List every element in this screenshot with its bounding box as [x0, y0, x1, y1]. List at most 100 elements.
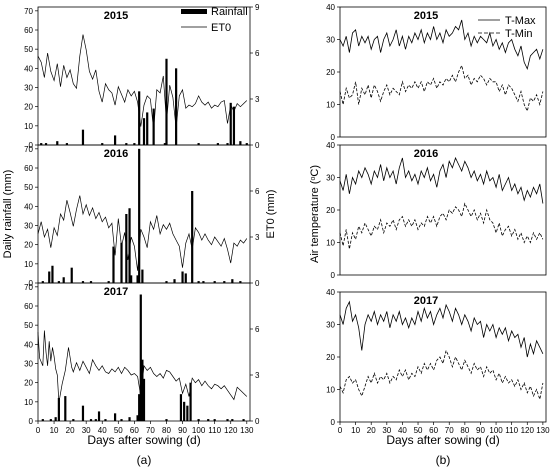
ylabel-right-a: ET0 (mm): [265, 190, 277, 239]
x-tick-label: 60: [130, 426, 139, 435]
rainfall-bar: [226, 419, 229, 421]
rainfall-bar: [81, 129, 85, 145]
x-tick-label: 130: [240, 426, 254, 435]
y-right-tick-label: 0: [255, 141, 260, 150]
y-left-tick-label: 60: [24, 302, 33, 311]
rainfall-bar: [62, 277, 65, 283]
y-left-tick-label: 10: [24, 398, 33, 407]
y-left-tick-label: 0: [29, 279, 34, 288]
rainfall-bar: [107, 281, 110, 283]
x-tick-label: 70: [445, 426, 454, 435]
panel-label-b: (b): [436, 453, 451, 467]
y-tick-label: 40: [326, 3, 335, 12]
rainfall-bar: [133, 143, 136, 145]
y-left-tick-label: 40: [24, 64, 33, 73]
rainfall-bar: [136, 275, 139, 283]
rainfall-bar: [231, 419, 234, 421]
rainfall-bar: [165, 419, 168, 421]
plot-frame-b-2017: [339, 291, 547, 423]
plot-frame-a-2016: [37, 144, 251, 284]
rainfall-bar: [202, 281, 205, 283]
subplot-year-label: 2015: [414, 10, 438, 22]
rainfall-bar: [165, 281, 168, 283]
legend-rainfall-label: Rainfall: [211, 6, 248, 18]
y-left-tick-label: 60: [24, 26, 33, 35]
x-tick-label: 90: [476, 426, 485, 435]
rainfall-bar: [189, 382, 192, 421]
rainfall-bar: [130, 275, 133, 283]
x-tick-label: 110: [505, 426, 518, 435]
legend-rainfall-swatch: [181, 9, 207, 14]
y-right-tick-label: 0: [255, 279, 260, 288]
ylabel-b: Air temperature (oC): [309, 165, 321, 263]
rainfall-bar: [239, 281, 242, 283]
rainfall-bar: [197, 419, 200, 421]
rainfall-bar: [207, 419, 210, 421]
rainfall-bar: [141, 269, 144, 283]
rainfall-bar: [163, 143, 166, 145]
y-left-tick-label: 20: [24, 103, 33, 112]
rainfall-bar: [57, 398, 60, 421]
panel-label-a: (a): [137, 453, 152, 467]
rainfall-bar: [44, 143, 48, 145]
y-tick-label: 30: [326, 36, 335, 45]
x-tick-label: 10: [50, 426, 59, 435]
rainfall-bar: [97, 411, 101, 421]
rainfall-bar: [179, 394, 183, 421]
x-tick-label: 50: [414, 426, 423, 435]
rainfall-bar: [104, 419, 107, 421]
xlabel-a: Days after sowing (d): [87, 433, 200, 447]
rainfall-bar: [239, 141, 242, 145]
legend-et0-label: ET0: [211, 22, 231, 34]
y-left-tick-label: 40: [24, 340, 33, 349]
x-tick-label: 100: [489, 426, 503, 435]
y-right-tick-label: 6: [255, 187, 260, 196]
y-tick-label: 30: [326, 174, 335, 183]
rainfall-bar: [49, 419, 52, 421]
et0-line: [37, 195, 248, 271]
rainfall-bar: [128, 208, 131, 283]
y-right-tick-label: 9: [255, 3, 260, 12]
x-tick-label: 120: [521, 426, 535, 435]
y-tick-label: 20: [326, 206, 335, 215]
y-left-tick-label: 60: [24, 164, 33, 173]
rainfall-bar: [41, 281, 44, 283]
x-tick-label: 80: [460, 426, 469, 435]
y-left-tick-label: 40: [24, 202, 33, 211]
ylabel-left-a: Daily rainfall (mm): [2, 170, 14, 259]
x-tick-label: 10: [351, 426, 360, 435]
y-tick-label: 20: [326, 68, 335, 77]
y-left-tick-label: 20: [24, 241, 33, 250]
rainfall-bar: [41, 419, 44, 421]
y-left-tick-label: 0: [29, 417, 34, 426]
x-tick-label: 70: [146, 426, 155, 435]
rainfall-bar: [89, 419, 93, 421]
y-left-tick-label: 30: [24, 84, 33, 93]
x-tick-label: 30: [382, 426, 391, 435]
rainfall-bar: [138, 148, 141, 283]
y-right-tick-label: 0: [255, 417, 260, 426]
rainfall-bar: [197, 281, 200, 283]
rainfall-bar: [229, 102, 232, 145]
x-tick-label: 90: [178, 426, 187, 435]
y-left-tick-label: 50: [24, 45, 33, 54]
y-left-tick-label: 70: [24, 145, 33, 154]
rainfall-bar: [101, 143, 104, 145]
rainfall-bar: [226, 143, 229, 145]
x-tick-label: 0: [36, 426, 41, 435]
rainfall-bar: [65, 143, 69, 145]
x-tick-label: 130: [536, 426, 550, 435]
legend-tmax-label: T-Max: [505, 15, 536, 27]
rainfall-bar: [165, 58, 168, 145]
x-tick-label: 120: [224, 426, 238, 435]
rainfall-bar: [70, 267, 73, 283]
rainfall-bar: [141, 359, 144, 421]
subplot-year-label: 2016: [414, 148, 438, 160]
legend-tmin-label: T-Min: [505, 28, 533, 40]
et0-line: [37, 330, 248, 403]
rainfall-bar: [138, 91, 141, 145]
rainfall-bar: [183, 401, 186, 421]
y-left-tick-label: 20: [24, 379, 33, 388]
tmax-line: [339, 19, 544, 70]
rainfall-bar: [232, 106, 236, 145]
